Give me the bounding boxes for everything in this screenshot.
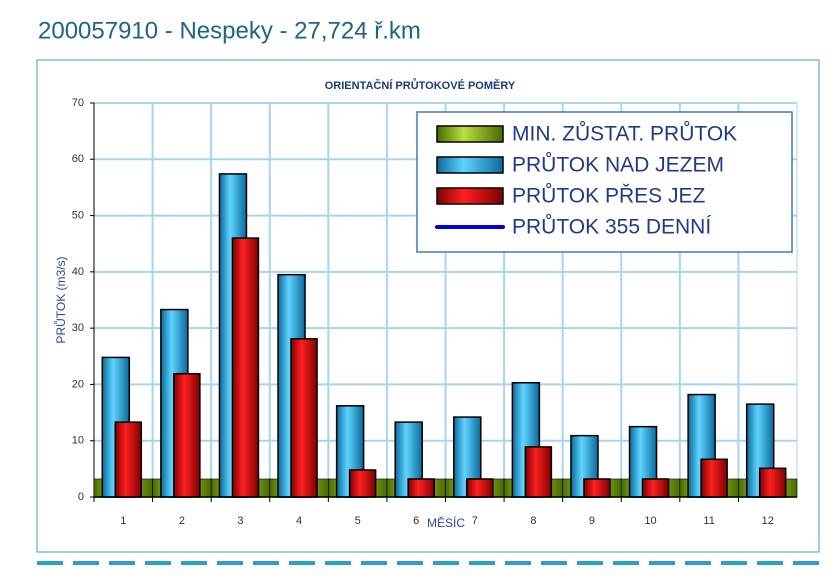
x-tick-label: 3 [237,515,243,527]
y-tick-label: 30 [72,322,84,334]
x-tick-label: 5 [355,515,361,527]
bar [758,467,787,498]
y-tick-label: 10 [72,435,84,447]
legend-swatch [436,125,504,143]
bar [700,458,728,498]
y-tick-label: 0 [78,491,84,503]
legend-swatch [436,156,504,174]
x-tick-label: 11 [703,515,714,527]
page-title: 200057910 - Nespeky - 27,724 ř.km [38,17,421,44]
bar [641,478,670,498]
x-tick-label: 12 [762,515,774,527]
bar [173,372,201,498]
bar [583,478,611,498]
bar [407,478,435,498]
bar [524,446,553,498]
y-tick-label: 70 [72,97,84,109]
y-tick-label: 20 [72,378,84,390]
x-tick-label: 2 [179,515,185,527]
bar [348,469,377,498]
y-axis-label: PRŮTOK (m3/s) [53,256,68,343]
x-tick-label: 9 [589,515,595,527]
y-tick-label: 40 [72,266,84,278]
bar [466,478,494,498]
legend-swatch [436,187,504,205]
legend-label: PRŮTOK PŘES JEZ [512,184,705,208]
x-tick-label: 4 [296,515,302,527]
x-tick-label: 6 [413,515,419,527]
legend-label: PRŮTOK 355 DENNÍ [512,215,711,239]
bar [231,237,260,498]
x-tick-label: 8 [530,515,536,527]
x-tick-label: 7 [472,515,478,527]
bar [114,421,143,498]
legend-label: PRŮTOK NAD JEZEM [512,153,724,177]
y-tick-label: 60 [72,153,84,165]
x-tick-label: 1 [120,515,126,527]
bar [290,338,318,498]
x-axis-label: MĚSÍC [427,515,465,530]
y-tick-label: 50 [72,209,84,221]
x-tick-label: 10 [644,515,656,527]
chart-title: ORIENTAČNÍ PRŮTOKOVÉ POMĚRY [325,78,516,92]
legend-label: MIN. ZŮSTAT. PRŮTOK [512,122,737,146]
